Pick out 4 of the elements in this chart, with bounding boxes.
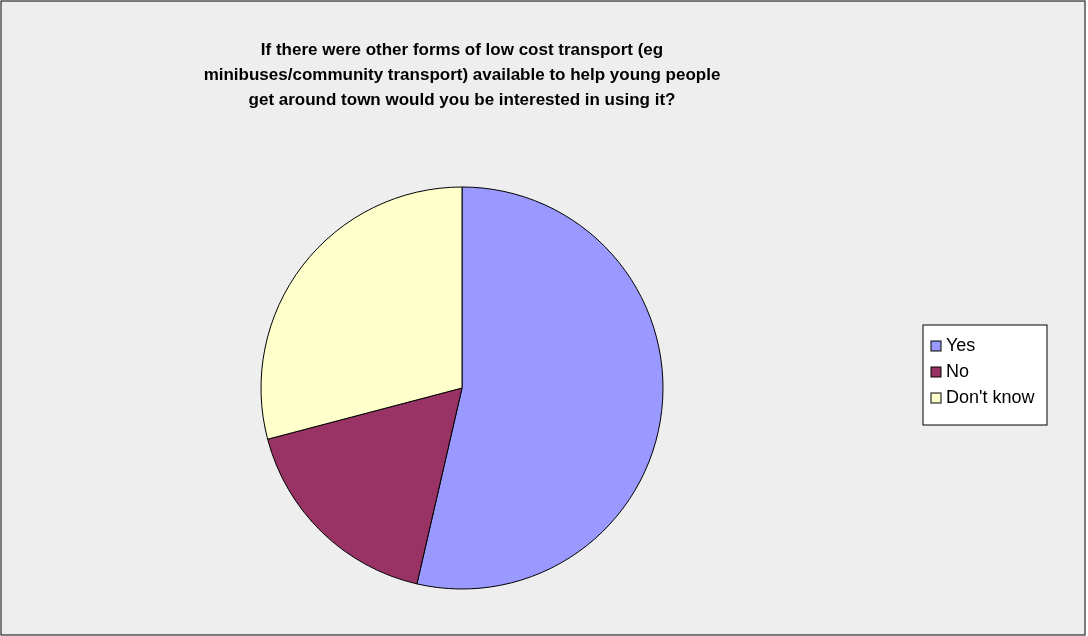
legend-label: Don't know xyxy=(946,387,1036,407)
chart-title: If there were other forms of low cost transport (eg minibuses/community transport) available to help young people get around town would you be interested in using it? xyxy=(203,40,721,109)
legend-label: Yes xyxy=(946,335,976,355)
legend-label: No xyxy=(946,361,970,381)
